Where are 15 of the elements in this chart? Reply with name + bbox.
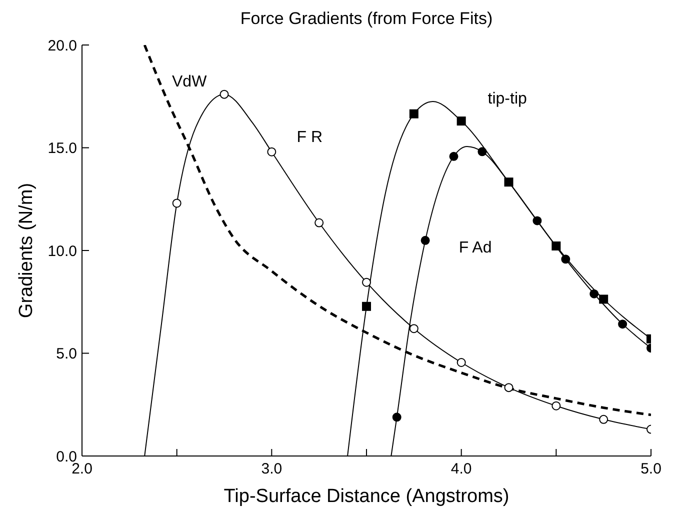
y-tick-label: 5.0 [56, 346, 77, 363]
series-label: VdW [172, 74, 208, 91]
chart-title: Force Gradients (from Force Fits) [240, 9, 493, 28]
y-axis-title: Gradients (N/m) [16, 182, 37, 318]
series-label: F R [296, 129, 323, 146]
y-tick-label: 10.0 [48, 242, 77, 260]
y-tick-label: 15.0 [48, 140, 77, 158]
x-tick-label: 5.0 [640, 460, 662, 478]
x-tick-label: 4.0 [450, 460, 472, 478]
x-axis-title: Tip-Surface Distance (Angstroms) [224, 486, 510, 507]
text: F Ad [458, 240, 492, 257]
x-tick-label: 3.0 [261, 460, 282, 478]
series-label: tip-tip [488, 90, 527, 108]
x-tick-label: 2.0 [72, 460, 92, 478]
y-tick-label: 20.0 [48, 37, 77, 54]
